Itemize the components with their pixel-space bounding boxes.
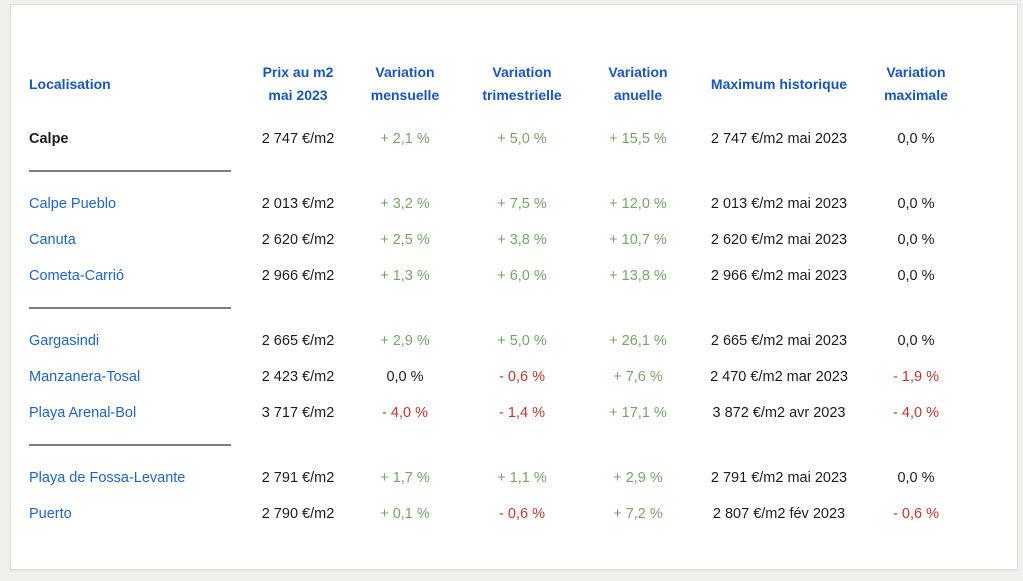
max-historic-cell: 2 747 €/m2 mai 2023 xyxy=(710,131,848,147)
quarterly-variation-cell: - 0,6 % xyxy=(499,369,545,385)
max-historic-cell: 2 620 €/m2 mai 2023 xyxy=(710,232,848,248)
annual-variation-cell: + 13,8 % xyxy=(609,268,667,284)
monthly-variation-cell: + 2,9 % xyxy=(380,333,430,349)
price-cell: 2 966 €/m2 xyxy=(261,268,335,284)
header-localisation: Localisation xyxy=(29,61,243,107)
table-row: Manzanera-Tosal 2 423 €/m2 0,0 % - 0,6 % + 7… xyxy=(29,359,1017,395)
price-cell: 2 747 €/m2 xyxy=(261,131,335,147)
monthly-variation-cell: + 1,7 % xyxy=(380,470,430,486)
max-variation-cell: 0,0 % xyxy=(897,131,935,147)
price-table-card: Localisation Prix au m2 mai 2023 Variatio… xyxy=(10,4,1018,570)
max-variation-cell: 0,0 % xyxy=(897,470,935,486)
annual-variation-cell: + 12,0 % xyxy=(609,196,667,212)
header-monthly-variation: Variation mensuelle xyxy=(370,64,440,103)
group-divider xyxy=(29,170,231,172)
quarterly-variation-cell: - 1,4 % xyxy=(499,405,545,421)
location-link[interactable]: Calpe Pueblo xyxy=(29,196,117,212)
quarterly-variation-cell: + 3,8 % xyxy=(497,232,547,248)
header-max-variation: Variation maximale xyxy=(884,64,948,103)
header-price: Prix au m2 mai 2023 xyxy=(262,64,334,103)
max-variation-cell: 0,0 % xyxy=(897,196,935,212)
price-cell: 2 791 €/m2 xyxy=(261,470,335,486)
monthly-variation-cell: + 1,3 % xyxy=(380,268,430,284)
table-row: Puerto 2 790 €/m2 + 0,1 % - 0,6 % + 7,2 % 2 8… xyxy=(29,496,1017,532)
header-annual-variation: Variation anuelle xyxy=(608,64,668,103)
location-link[interactable]: Gargasindi xyxy=(29,333,100,349)
max-variation-cell: - 1,9 % xyxy=(893,369,939,385)
location-link[interactable]: Manzanera-Tosal xyxy=(29,369,141,385)
annual-variation-cell: + 7,2 % xyxy=(613,506,663,522)
table-row: Calpe 2 747 €/m2 + 2,1 % + 5,0 % + 15,5 % 2 7… xyxy=(29,121,1017,157)
table-row: Cometa-Carrió 2 966 €/m2 + 1,3 % + 6,0 % + 1… xyxy=(29,258,1017,294)
max-historic-cell: 2 013 €/m2 mai 2023 xyxy=(710,196,848,212)
max-variation-cell: 0,0 % xyxy=(897,268,935,284)
header-quarterly-variation: Variation trimestrielle xyxy=(482,64,562,103)
quarterly-variation-cell: + 5,0 % xyxy=(497,333,547,349)
quarterly-variation-cell: + 7,5 % xyxy=(497,196,547,212)
annual-variation-cell: + 10,7 % xyxy=(609,232,667,248)
max-variation-cell: - 4,0 % xyxy=(893,405,939,421)
monthly-variation-cell: + 3,2 % xyxy=(380,196,430,212)
monthly-variation-cell: - 4,0 % xyxy=(382,405,428,421)
quarterly-variation-cell: + 6,0 % xyxy=(497,268,547,284)
max-historic-cell: 2 470 €/m2 mar 2023 xyxy=(710,369,848,385)
group-divider xyxy=(29,444,231,446)
monthly-variation-cell: + 0,1 % xyxy=(380,506,430,522)
location-link[interactable]: Playa de Fossa-Levante xyxy=(29,470,186,486)
price-cell: 2 620 €/m2 xyxy=(261,232,335,248)
max-historic-cell: 2 665 €/m2 mai 2023 xyxy=(710,333,848,349)
price-cell: 2 665 €/m2 xyxy=(261,333,335,349)
price-table: Localisation Prix au m2 mai 2023 Variatio… xyxy=(11,5,1017,532)
location-link[interactable]: Playa Arenal-Bol xyxy=(29,405,137,421)
table-row: Playa de Fossa-Levante 2 791 €/m2 + 1,7 % +… xyxy=(29,460,1017,496)
price-cell: 3 717 €/m2 xyxy=(261,405,335,421)
max-variation-cell: 0,0 % xyxy=(897,333,935,349)
location-link[interactable]: Cometa-Carrió xyxy=(29,268,125,284)
location-label: Calpe xyxy=(29,131,69,147)
quarterly-variation-cell: + 5,0 % xyxy=(497,131,547,147)
max-historic-cell: 3 872 €/m2 avr 2023 xyxy=(712,405,846,421)
price-cell: 2 790 €/m2 xyxy=(261,506,335,522)
location-link[interactable]: Puerto xyxy=(29,506,72,522)
table-row: Gargasindi 2 665 €/m2 + 2,9 % + 5,0 % + 26,1… xyxy=(29,323,1017,359)
quarterly-variation-cell: + 1,1 % xyxy=(497,470,547,486)
table-body: Calpe 2 747 €/m2 + 2,1 % + 5,0 % + 15,5 % 2 7… xyxy=(29,121,1017,532)
annual-variation-cell: + 7,6 % xyxy=(613,369,663,385)
monthly-variation-cell: + 2,1 % xyxy=(380,131,430,147)
annual-variation-cell: + 15,5 % xyxy=(609,131,667,147)
annual-variation-cell: + 26,1 % xyxy=(609,333,667,349)
monthly-variation-cell: 0,0 % xyxy=(386,369,424,385)
table-row: Canuta 2 620 €/m2 + 2,5 % + 3,8 % + 10,7 % 2 … xyxy=(29,222,1017,258)
group-divider xyxy=(29,307,231,309)
table-header: Localisation Prix au m2 mai 2023 Variatio… xyxy=(29,61,1017,107)
max-historic-cell: 2 807 €/m2 fév 2023 xyxy=(712,506,846,522)
max-variation-cell: 0,0 % xyxy=(897,232,935,248)
table-row: Calpe Pueblo 2 013 €/m2 + 3,2 % + 7,5 % + 12… xyxy=(29,186,1017,222)
annual-variation-cell: + 17,1 % xyxy=(609,405,667,421)
max-historic-cell: 2 791 €/m2 mai 2023 xyxy=(710,470,848,486)
header-max-historic: Maximum historique xyxy=(710,75,848,92)
annual-variation-cell: + 2,9 % xyxy=(613,470,663,486)
price-cell: 2 013 €/m2 xyxy=(261,196,335,212)
location-link[interactable]: Canuta xyxy=(29,232,76,248)
max-historic-cell: 2 966 €/m2 mai 2023 xyxy=(710,268,848,284)
header-localisation-label: Localisation xyxy=(29,75,111,92)
quarterly-variation-cell: - 0,6 % xyxy=(499,506,545,522)
monthly-variation-cell: + 2,5 % xyxy=(380,232,430,248)
max-variation-cell: - 0,6 % xyxy=(893,506,939,522)
price-cell: 2 423 €/m2 xyxy=(261,369,335,385)
table-row: Playa Arenal-Bol 3 717 €/m2 - 4,0 % - 1,4 %… xyxy=(29,395,1017,431)
